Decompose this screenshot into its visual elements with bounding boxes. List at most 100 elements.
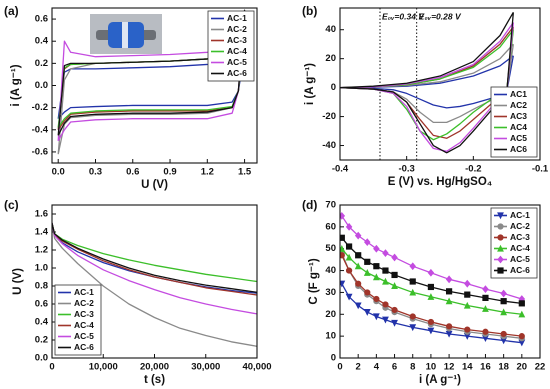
x-tick-label: 10 [426,362,437,373]
series-line [340,22,514,152]
panel-label: (a) [4,4,19,18]
legend-label: AC-2 [510,221,530,231]
y-axis-label: i (A g⁻¹) [304,63,316,105]
legend-label: AC3 [510,111,527,121]
x-axis-label: i (A g⁻¹) [419,374,461,386]
x-tick-label: 6 [392,362,397,373]
y-tick-label: 0.6 [35,299,48,310]
marker [427,268,435,277]
axes-frame [51,7,258,164]
legend-label: AC-1 [510,210,530,220]
marker [518,333,525,340]
marker [518,310,526,318]
photo-band [122,22,128,48]
x-tick-label: 18 [498,362,509,373]
marker [409,313,416,320]
legend-label: AC-4 [510,243,530,253]
x-tick-label: 0.9 [163,167,176,178]
marker [482,285,489,294]
y-tick-label: 60 [325,221,336,232]
inset-photo [90,14,162,54]
marker [364,289,371,296]
marker [391,306,398,314]
marker [354,262,362,270]
legend-label: AC-6 [510,265,530,275]
y-tick-label: 1.4 [35,227,49,238]
series-line [340,29,514,141]
series-line [340,26,514,139]
marker [354,302,362,310]
y-tick-label: 0.0 [35,353,48,364]
marker [464,279,471,288]
x-tick-label: 8 [410,362,415,373]
marker [355,252,362,259]
marker [427,283,435,291]
y-axis-label: C (F g⁻¹) [308,258,320,304]
x-tick-label: 0 [49,362,54,373]
series-line [52,222,257,296]
y-tick-label: 40 [325,24,336,35]
marker [364,258,371,265]
series-line [52,222,257,347]
legend-label: AC-2 [74,298,94,308]
marker [497,267,504,274]
annotation: E₀ᵥ=0.34 V [382,11,425,21]
y-tick-label: 1.0 [35,263,48,274]
legend-label: AC4 [510,122,527,132]
y-tick-label: 50 [325,243,336,254]
marker [427,318,435,326]
y-tick-label: -40 [322,140,336,151]
marker [497,234,504,241]
marker [445,288,453,295]
series-line [341,283,522,344]
marker [445,275,453,284]
y-tick-label: 0 [331,82,336,93]
legend-label: AC2 [510,100,527,110]
marker [391,282,398,289]
x-tick-label: -0.2 [465,164,481,175]
x-tick-label: 0 [337,362,342,373]
legend-label: AC-5 [227,57,247,67]
legend-label: AC-5 [510,254,530,264]
marker [445,330,453,338]
marker [464,291,471,298]
legend-label: AC-2 [227,24,247,34]
marker [482,305,489,312]
y-axis-label: i (A g⁻¹) [10,64,22,106]
y-tick-label: 0.2 [35,58,48,69]
marker [427,293,435,300]
x-tick-label: -0.4 [332,164,349,175]
x-tick-label: 20 [517,362,528,373]
x-tick-label: 12 [444,362,455,373]
legend-label: AC-4 [227,46,247,56]
y-tick-label: 0.0 [35,80,48,91]
plot-area [340,212,526,347]
marker [409,278,416,285]
legend-label: AC-1 [74,287,94,297]
y-tick-label: -0.4 [32,124,49,135]
y-tick-label: 0.4 [35,317,49,328]
marker [364,238,371,247]
marker [363,309,371,316]
legend-label: AC-4 [74,320,94,330]
legend-label: AC1 [510,89,527,99]
marker [445,297,453,305]
y-tick-label: 1.6 [35,209,48,220]
marker [391,253,398,262]
marker [497,212,504,220]
marker [500,289,507,298]
marker [409,262,416,271]
marker [373,295,380,303]
marker [497,244,504,252]
marker [355,280,362,287]
marker [340,252,345,259]
y-tick-label: 0 [331,353,336,364]
marker [382,301,389,308]
series-line [340,43,514,124]
marker [382,277,389,285]
legend-label: AC-3 [510,232,530,242]
marker [482,328,489,335]
marker [482,294,489,301]
axes-frame [339,7,541,161]
